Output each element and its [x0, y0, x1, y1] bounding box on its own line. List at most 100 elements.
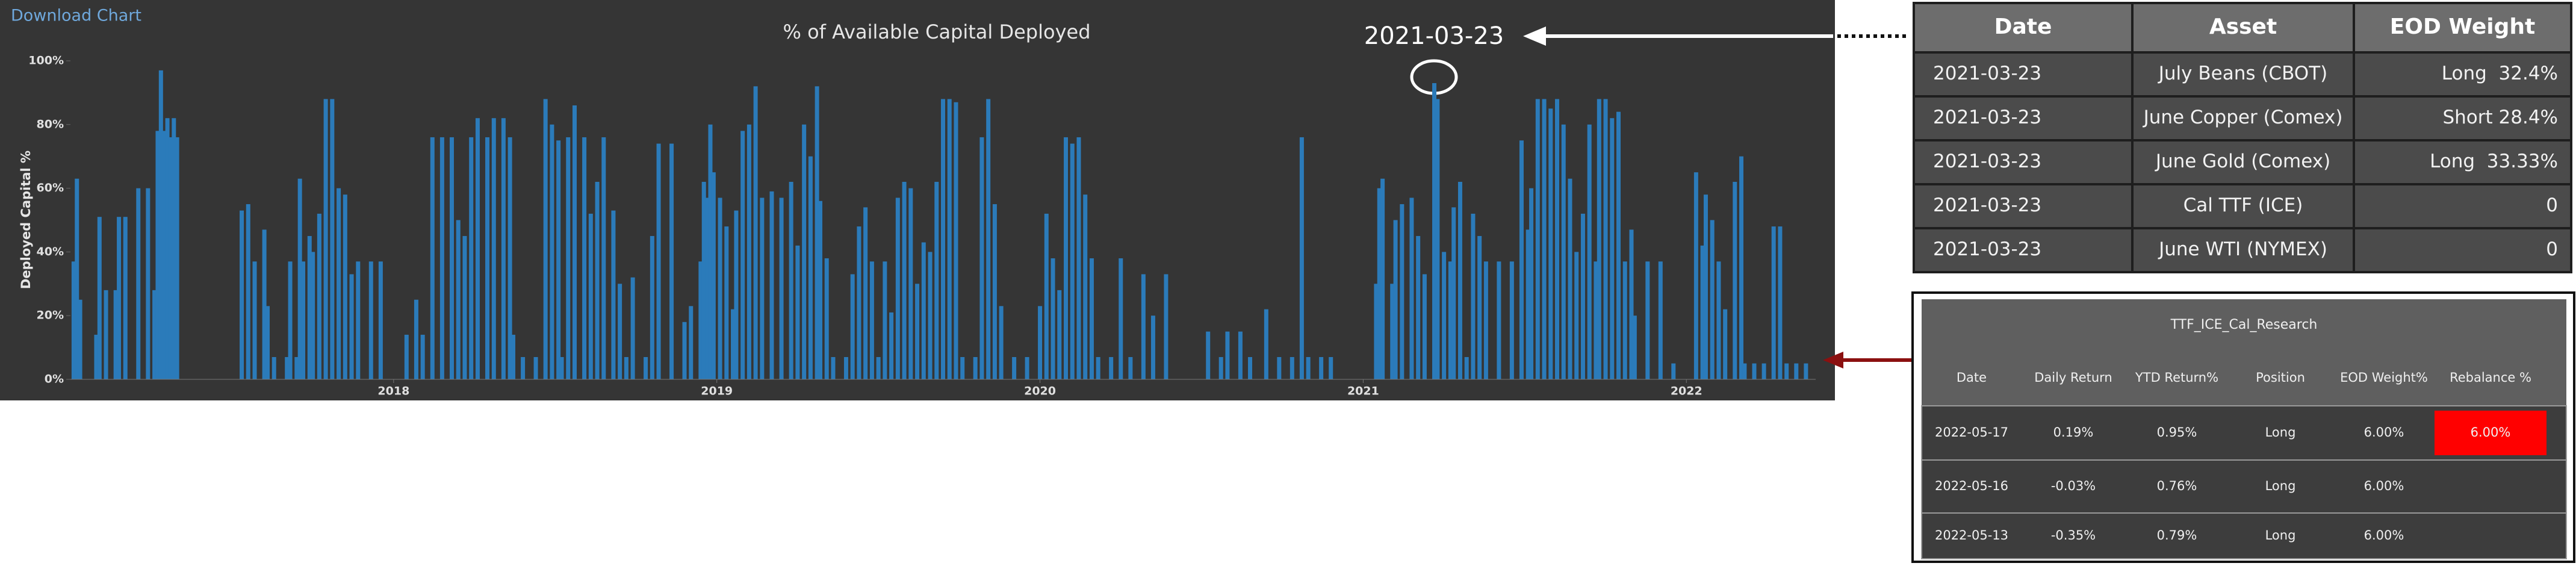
bar	[475, 118, 480, 379]
cell-text: 2021-03-23	[1933, 194, 2041, 216]
bar	[582, 137, 587, 379]
bar	[960, 356, 965, 379]
bar	[973, 356, 978, 379]
bar	[307, 235, 312, 379]
bar	[566, 137, 571, 379]
bar	[1733, 182, 1737, 379]
cell-text: July Beans (CBOT)	[2158, 63, 2327, 84]
cell-text: 6.00%	[2364, 479, 2404, 493]
bar	[430, 137, 435, 379]
bar	[113, 290, 118, 379]
bar	[1044, 213, 1049, 379]
bar	[1070, 143, 1075, 380]
bar	[297, 178, 302, 379]
bar	[1464, 356, 1469, 379]
column-header: YTD Return%	[2135, 370, 2218, 385]
bar	[368, 261, 373, 379]
bar	[1096, 356, 1100, 379]
cell-text: Short 28.4%	[2442, 107, 2558, 128]
download-link[interactable]: Download Chart	[11, 7, 141, 25]
bar	[711, 172, 716, 379]
bar	[708, 124, 713, 380]
bar	[1319, 356, 1324, 379]
bar	[462, 235, 467, 379]
bar	[356, 261, 361, 379]
bar	[908, 188, 913, 379]
bar	[456, 220, 461, 379]
cell-text: 0.76%	[2157, 479, 2197, 493]
bar	[1150, 316, 1155, 379]
bar	[1542, 99, 1547, 380]
bar	[420, 334, 425, 379]
bar	[262, 229, 267, 379]
bar	[1038, 306, 1043, 379]
bar	[1416, 235, 1421, 379]
bar	[507, 137, 512, 379]
cell-text: Long	[2265, 528, 2296, 543]
column-header: Date	[1994, 14, 2052, 39]
cell-text: 2022-05-13	[1935, 528, 2008, 543]
bar	[731, 309, 736, 379]
bar	[1306, 356, 1311, 379]
bar	[986, 99, 991, 380]
bar	[1710, 220, 1715, 379]
bar	[78, 299, 82, 379]
bar	[1329, 356, 1333, 379]
bar	[1529, 188, 1534, 379]
x-tick-label: 2022	[1671, 385, 1702, 398]
bar	[559, 356, 564, 379]
bar	[1587, 124, 1592, 380]
bar	[1752, 363, 1757, 379]
cell-text: 6.00%	[2471, 425, 2511, 440]
bar	[1477, 235, 1482, 379]
bar	[1374, 284, 1379, 379]
bar	[572, 105, 577, 379]
bar	[1771, 226, 1776, 379]
bar	[1603, 99, 1608, 380]
bar	[618, 284, 622, 379]
bar	[1561, 124, 1566, 380]
x-tick-label: 2018	[377, 385, 409, 398]
cell-text: 0.79%	[2157, 528, 2197, 543]
bar	[414, 299, 418, 379]
table-cell	[2131, 95, 2355, 142]
y-tick-label: 80%	[37, 117, 64, 131]
annotation: 2021-03-23	[1364, 22, 1504, 50]
bar	[1497, 261, 1501, 379]
bar	[701, 182, 706, 379]
bar	[1794, 363, 1799, 379]
bar	[863, 207, 868, 379]
bar	[1580, 213, 1585, 379]
row-band	[1921, 512, 2567, 559]
bar	[1377, 188, 1382, 379]
bar	[1622, 261, 1627, 379]
cell-text: 0	[2546, 194, 2558, 216]
bar	[824, 258, 829, 379]
bar	[705, 197, 710, 379]
bar	[857, 226, 861, 379]
bar	[1290, 356, 1294, 379]
y-axis-label: Deployed Capital %	[19, 151, 33, 289]
bar	[1206, 331, 1211, 379]
cell-text: -0.35%	[2051, 528, 2096, 543]
y-tick-label: 20%	[37, 309, 64, 322]
table-cell	[2353, 183, 2572, 229]
bar	[311, 252, 315, 379]
bar	[1778, 226, 1783, 379]
bar	[698, 261, 703, 379]
bar	[1089, 258, 1094, 379]
bar	[317, 213, 321, 379]
cell-text: 2022-05-17	[1935, 425, 2008, 440]
bar	[71, 261, 76, 379]
bar	[1761, 363, 1766, 379]
bar	[1164, 274, 1169, 379]
cell-text: 2021-03-23	[1933, 107, 2041, 128]
bar	[1457, 182, 1462, 379]
bar	[1597, 99, 1601, 380]
bar	[1277, 356, 1282, 379]
bar	[902, 182, 907, 379]
bar	[330, 99, 335, 380]
bar	[689, 306, 694, 379]
table-title: TTF_ICE_Cal_Research	[2170, 317, 2318, 332]
row-band	[1921, 459, 2567, 514]
